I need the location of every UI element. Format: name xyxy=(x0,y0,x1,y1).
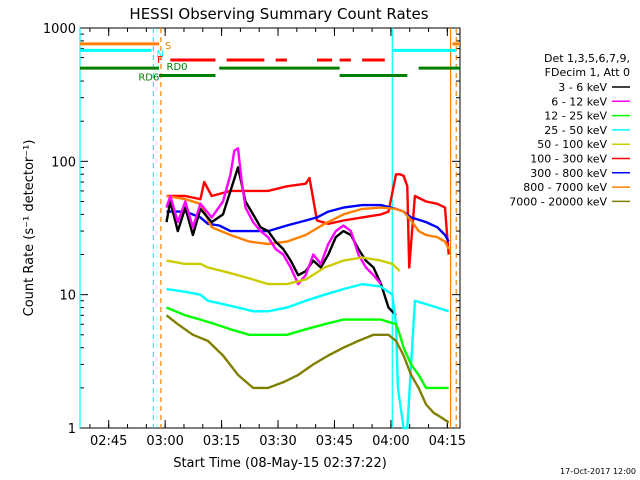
x-tick-label: 02:45 xyxy=(90,434,127,449)
series-line xyxy=(165,147,382,286)
legend-header: Det 1,3,5,6,7,9, xyxy=(544,52,630,65)
x-tick-label: 04:00 xyxy=(372,434,409,449)
legend-label: 300 - 800 keV xyxy=(530,167,607,180)
y-axis-label: Count Rate (s⁻¹ detector⁻¹) xyxy=(22,140,37,317)
flag-label: RD0 xyxy=(167,62,188,73)
legend-label: 50 - 100 keV xyxy=(537,138,607,151)
x-tick-label: 03:45 xyxy=(316,434,353,449)
x-tick-label: 03:30 xyxy=(259,434,296,449)
legend-label: 12 - 25 keV xyxy=(544,110,607,123)
y-tick-label: 1000 xyxy=(43,22,76,37)
flag-label: N xyxy=(156,49,163,60)
series-line xyxy=(166,282,450,430)
y-tick-label: 100 xyxy=(51,155,76,170)
series-line xyxy=(166,194,450,250)
x-axis-label: Start Time (08-May-15 02:37:22) xyxy=(173,456,387,471)
plot-area: 1 10 100 1000 02:45 03:00 03:15 03:30 03:45 04:00… xyxy=(43,22,466,449)
plot-frame xyxy=(79,27,461,429)
series-line xyxy=(165,314,450,424)
series-line xyxy=(166,256,401,286)
y-tick-label: 10 xyxy=(59,289,76,304)
footer-timestamp: 17-Oct-2017 12:00 xyxy=(560,467,636,476)
flag-label: S xyxy=(165,41,171,52)
legend: Det 1,3,5,6,7,9,FDecim 1, Att 0 3 - 6 keV… xyxy=(509,52,630,208)
chart-title: HESSI Observing Summary Count Rates xyxy=(129,5,428,23)
series-line xyxy=(166,173,450,269)
legend-label: 7000 - 20000 keV xyxy=(509,195,607,208)
series-line xyxy=(166,306,449,390)
y-tick-label: 1 xyxy=(68,422,76,437)
legend-label: 800 - 7000 keV xyxy=(523,181,607,194)
legend-label: 100 - 300 keV xyxy=(530,153,607,166)
legend-label: 3 - 6 keV xyxy=(558,81,607,94)
legend-label: 6 - 12 keV xyxy=(551,95,607,108)
series-line xyxy=(166,203,450,243)
legend-header: FDecim 1, Att 0 xyxy=(545,66,630,79)
x-tick-label: 03:00 xyxy=(146,434,183,449)
x-tick-label: 03:15 xyxy=(203,434,240,449)
x-tick-label: 04:15 xyxy=(429,434,466,449)
legend-label: 25 - 50 keV xyxy=(544,124,607,137)
series-line xyxy=(165,166,397,317)
flag-label: F xyxy=(157,55,163,66)
flag-label: RD6 xyxy=(138,73,159,84)
